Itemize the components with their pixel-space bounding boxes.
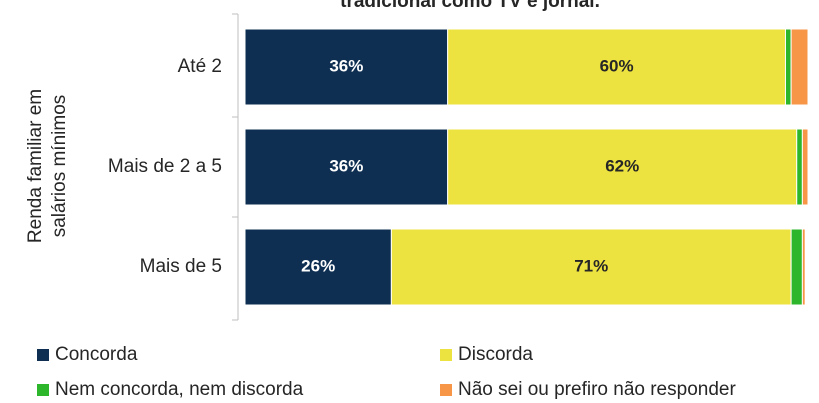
bar-segment bbox=[447, 128, 798, 206]
legend-label: Discorda bbox=[458, 344, 533, 365]
bar-segment bbox=[801, 128, 809, 206]
legend-swatch bbox=[37, 349, 49, 361]
bar-segment bbox=[801, 228, 806, 306]
bar-segment bbox=[790, 228, 803, 306]
y-tick-label: Até 2 bbox=[178, 56, 222, 77]
legend-swatch bbox=[440, 384, 452, 396]
legend-label: Concorda bbox=[55, 344, 138, 365]
y-axis-label: salários mínimos bbox=[49, 95, 70, 238]
bar-segment bbox=[790, 28, 809, 106]
bar-segment bbox=[390, 228, 792, 306]
legend-swatch bbox=[37, 384, 49, 396]
legend-swatch bbox=[440, 349, 452, 361]
legend-label: Não sei ou prefiro não responder bbox=[458, 379, 736, 400]
legend-label: Nem concorda, nem discorda bbox=[55, 379, 304, 400]
bar-segment bbox=[447, 28, 786, 106]
bar-segment bbox=[784, 28, 792, 106]
y-axis-label: Renda familiar em bbox=[25, 89, 46, 243]
data-label: 62% bbox=[605, 156, 639, 175]
y-tick-label: Mais de 2 a 5 bbox=[108, 156, 222, 177]
data-label: 71% bbox=[574, 256, 608, 275]
data-label: 26% bbox=[301, 256, 335, 275]
bar-segment bbox=[796, 128, 803, 206]
data-label: 36% bbox=[329, 56, 363, 75]
data-label: 36% bbox=[329, 156, 363, 175]
bar-segment bbox=[244, 228, 392, 306]
bar-segment bbox=[244, 28, 449, 106]
y-tick-label: Mais de 5 bbox=[140, 256, 222, 277]
chart-title: tradicional como TV e jornal. bbox=[340, 0, 600, 12]
data-label: 60% bbox=[600, 56, 634, 75]
bar-segment bbox=[244, 128, 449, 206]
